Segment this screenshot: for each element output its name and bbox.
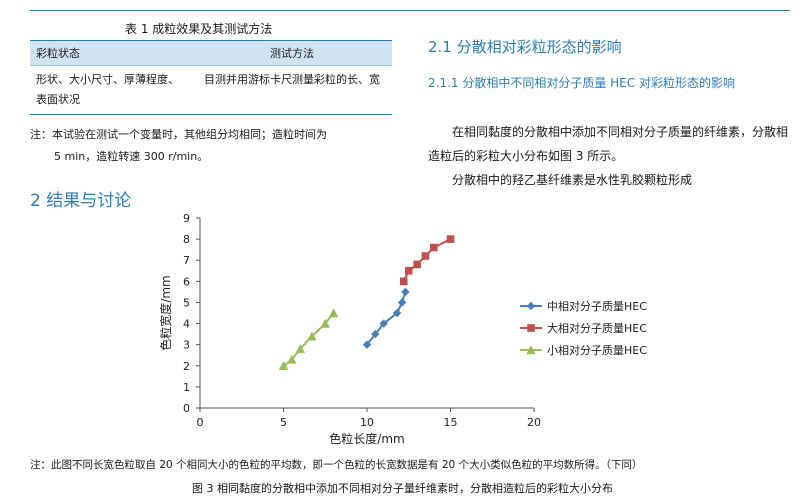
y-tick-label: 7 (183, 254, 190, 267)
data-point (307, 331, 317, 341)
legend-marker-3 (526, 345, 536, 355)
data-point (287, 354, 297, 364)
y-axis-label: 色粒宽度/mm (160, 275, 173, 350)
legend-label-3: 小相对分子质量HEC (547, 343, 647, 357)
x-tick-label: 10 (360, 416, 374, 429)
x-tick-label: 0 (197, 416, 204, 429)
x-tick-label: 20 (527, 416, 541, 429)
figure-footnote: 注：此图不同长宽色粒取自 20 个相同大小的色粒的平均数，即一个色粒的长宽数据是… (30, 459, 643, 471)
data-point (328, 308, 339, 318)
table-note-line2: 5 min，造粒转速 300 r/min。 (54, 150, 209, 163)
data-point (430, 243, 438, 252)
data-point (401, 287, 410, 297)
data-point (413, 260, 421, 269)
legend-marker-1 (526, 301, 536, 311)
data-point (379, 319, 388, 328)
data-point (446, 235, 455, 243)
data-point (397, 298, 407, 307)
body-paragraph: 在相同黏度的分散相中添加不同相对分子质量的纤维素，分散相造粒后的彩粒大小分布如图… (428, 125, 789, 163)
y-tick-label: 0 (183, 402, 190, 415)
y-tick-label: 5 (183, 296, 190, 309)
legend-label-2: 大相对分子质量HEC (547, 321, 647, 335)
data-point (295, 344, 305, 354)
data-point (362, 340, 372, 349)
section-heading-2-1-1: 2.1.1 分散相中不同相对分子质量 HEC 对彩粒形态的影响 (428, 76, 735, 90)
y-tick-label: 9 (183, 212, 190, 225)
top-rule (30, 0, 790, 11)
section-heading-2-1: 2.1 分散相对彩粒形态的影响 (428, 38, 622, 56)
y-tick-label: 1 (183, 381, 190, 394)
y-tick-label: 3 (183, 339, 190, 352)
data-point (320, 318, 330, 328)
table-header-state: 彩粒状态 (30, 40, 192, 66)
table-note-line1: 注：本试验在测试一个变量时，其他组分均相同；造粒时间为 (30, 128, 327, 141)
data-point (421, 252, 430, 260)
table-note: 注：本试验在测试一个变量时，其他组分均相同；造粒时间为 5 min，造粒转速 3… (30, 124, 395, 168)
data-point (371, 329, 380, 339)
x-tick-label: 15 (444, 416, 458, 429)
scatter-chart: 0 1 2 3 4 5 6 7 8 9 0 5 10 15 20 色粒长度/mm 色粒宽度/mm 中相对分子质量H… (160, 212, 647, 446)
x-tick-label: 5 (280, 416, 287, 429)
legend-marker-2 (527, 324, 535, 332)
table-cell-method: 目测并用游标卡尺测量彩粒的长、宽 (192, 65, 392, 115)
data-point (392, 308, 402, 318)
y-tick-label: 6 (183, 275, 190, 288)
x-axis-label: 色粒长度/mm (329, 431, 404, 446)
table-row: 形状、大小尺寸、厚薄程度、表面状况 目测并用游标卡尺测量彩粒的长、宽 (30, 65, 392, 115)
y-tick-label: 8 (183, 233, 190, 246)
data-point (404, 266, 413, 275)
table-cell-state: 形状、大小尺寸、厚薄程度、表面状况 (30, 65, 192, 115)
legend-label-1: 中相对分子质量HEC (547, 299, 647, 313)
section-heading-2: 2 结果与讨论 (30, 191, 132, 211)
y-tick-label: 2 (183, 360, 190, 373)
table-title: 表 1 成粒效果及其测试方法 (125, 22, 273, 36)
figure-caption: 图 3 相同黏度的分散相中添加不同相对分子量纤维素时，分散相造粒后的彩粒大小分布 (192, 482, 613, 495)
data-point (399, 277, 408, 286)
series-line-1 (366, 291, 407, 346)
body-paragraph-2: 分散相中的羟乙基纤维素是水性乳胶颗粒形成 (452, 173, 693, 187)
table-header-method: 测试方法 (192, 40, 392, 66)
results-table: 彩粒状态 测试方法 形状、大小尺寸、厚薄程度、表面状况 目测并用游标卡尺测量彩粒… (30, 40, 392, 115)
y-tick-label: 4 (183, 318, 190, 331)
data-point (278, 361, 289, 370)
series-line-2 (402, 238, 451, 282)
